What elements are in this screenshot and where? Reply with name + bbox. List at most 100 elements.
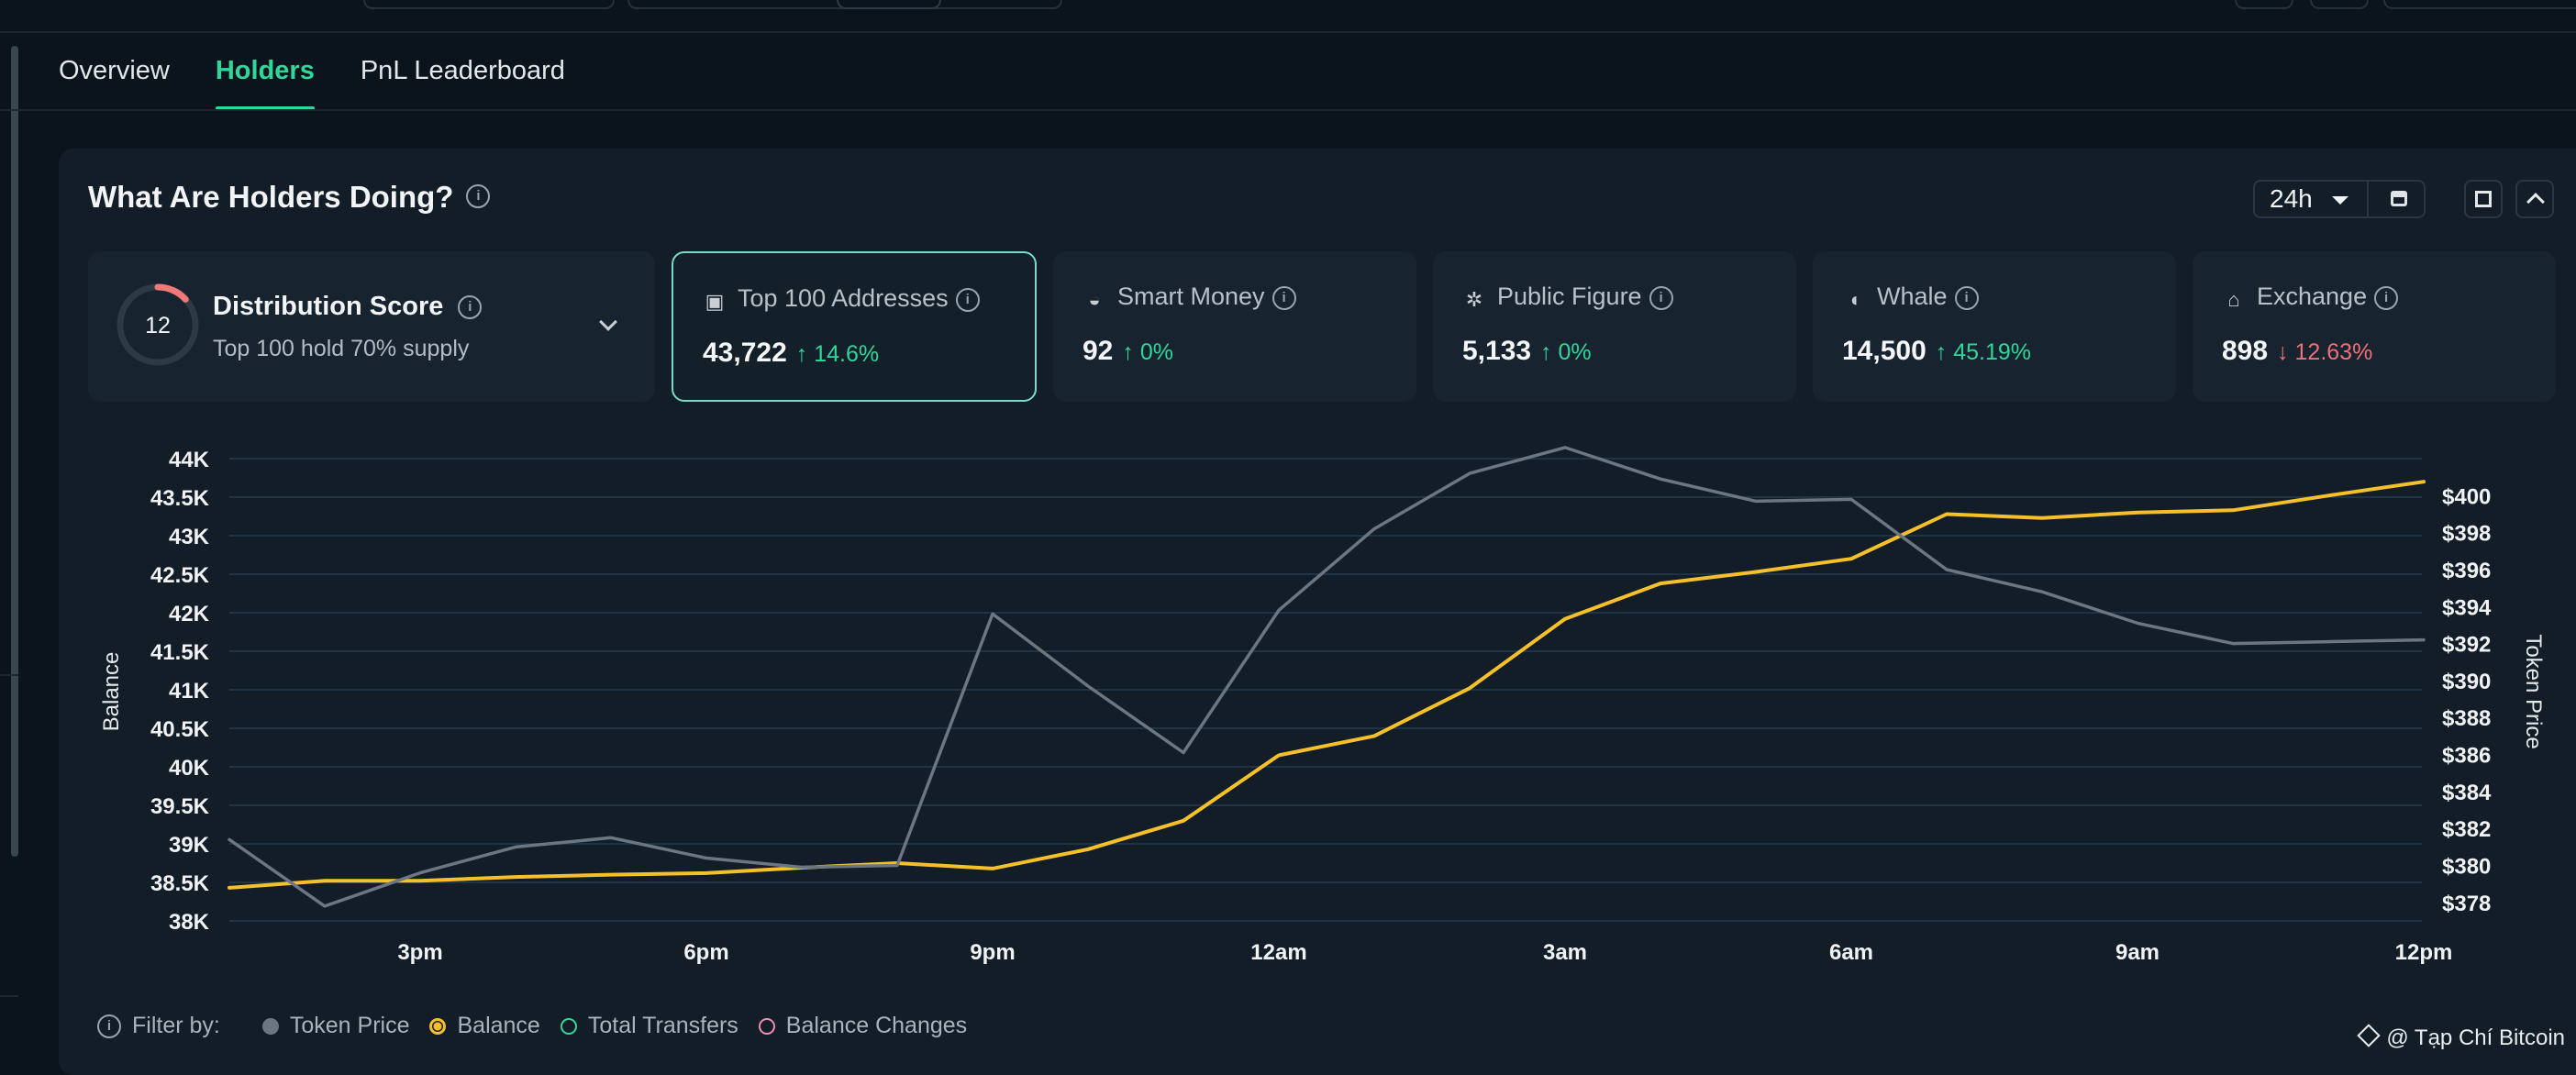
info-icon[interactable]: i [1271, 285, 1296, 310]
token-price-line [228, 446, 2426, 908]
tab-overview[interactable]: Overview [59, 56, 170, 85]
divider [0, 995, 18, 997]
divider [2367, 182, 2369, 216]
card-title-text: Top 100 Addresses [738, 284, 949, 312]
page-scrollbar[interactable] [11, 46, 18, 857]
x-tick-label: 9am [2115, 940, 2160, 965]
card-whale[interactable]: ◖ Whale i 14,500 ↑ 45.19% [1813, 251, 2176, 402]
left-tick-label: 40.5K [150, 717, 210, 742]
distribution-score-value: 12 [145, 313, 171, 338]
legend-total-transfers[interactable]: Total Transfers [560, 1013, 738, 1039]
legend-balance-changes[interactable]: Balance Changes [758, 1013, 968, 1039]
public-figure-icon: ✲ [1465, 288, 1483, 311]
right-tick-label: $382 [2442, 817, 2491, 842]
left-tick-label: 41K [169, 679, 210, 704]
card-change: ↑ 14.6% [795, 341, 880, 367]
info-icon[interactable]: i [955, 287, 980, 312]
left-tick-label: 42.5K [150, 563, 210, 588]
fullscreen-icon [2475, 191, 2485, 201]
legend-balance[interactable]: Balance [429, 1013, 540, 1039]
x-tick-label: 12am [1250, 940, 1306, 965]
right-tick-label: $390 [2442, 670, 2491, 694]
card-value: 92 ↑ 0% [1083, 336, 1173, 367]
card-public-figure[interactable]: ✲ Public Figure i 5,133 ↑ 0% [1433, 251, 1796, 402]
x-tick-label: 3am [1543, 940, 1587, 965]
right-tick-label: $392 [2442, 633, 2491, 658]
left-tick-label: 38.5K [150, 871, 210, 896]
right-tick-label: $398 [2442, 522, 2491, 547]
chart-legend: i Filter by: Token Price Balance Total T… [97, 1013, 967, 1039]
legend-swatch [429, 1017, 447, 1035]
right-axis-ticks: $378 $380 $382 $384 $386 $388 $390 $392 $394 $396… [2442, 484, 2492, 916]
legend-swatch [758, 1017, 775, 1035]
left-tick-label: 38K [169, 910, 210, 935]
card-title-text: Exchange [2257, 283, 2368, 310]
right-axis-label: Token Price [2521, 634, 2546, 748]
x-tick-label: 6pm [683, 940, 728, 965]
chart-lines [228, 446, 2426, 908]
card-value-text: 5,133 [1462, 336, 1532, 366]
legend-label: Total Transfers [587, 1013, 738, 1038]
card-title-text: Smart Money [1117, 283, 1265, 310]
tab-bar: Overview Holders PnL Leaderboard [59, 31, 565, 110]
distribution-subtitle: Top 100 hold 70% supply [213, 336, 470, 361]
fullscreen-button[interactable] [2464, 180, 2503, 218]
card-title: ◒ Smart Money i [1084, 283, 1296, 311]
panel-title-text: What Are Holders Doing? [88, 180, 454, 214]
info-icon[interactable]: i [466, 184, 491, 209]
exchange-icon: ⌂ [2227, 288, 2240, 311]
card-change-value: 0% [1558, 339, 1592, 365]
toolbar-button-edge[interactable] [2383, 0, 2576, 9]
tab-divider [0, 109, 2576, 111]
left-tick-label: 43.5K [150, 486, 210, 511]
caret-down-icon [2332, 196, 2348, 205]
card-top-100-addresses[interactable]: ▣ Top 100 Addresses i 43,722 ↑ 14.6% [672, 251, 1037, 402]
card-change-value: 0% [1139, 339, 1173, 365]
legend-label: Token Price [289, 1013, 410, 1038]
card-value: 898 ↓ 12.63% [2222, 336, 2372, 367]
legend-swatch [261, 1017, 279, 1035]
info-icon[interactable]: i [1954, 285, 1979, 310]
right-tick-label: $378 [2442, 892, 2491, 916]
tab-pnl-leaderboard[interactable]: PnL Leaderboard [360, 56, 565, 85]
info-icon[interactable]: i [2374, 285, 2399, 310]
smart-money-icon: ◒ [1088, 288, 1101, 311]
card-title: ▣ Top 100 Addresses i [705, 284, 980, 313]
info-icon[interactable]: i [1649, 285, 1673, 310]
info-icon[interactable]: i [97, 1014, 121, 1038]
card-change: ↓ 12.63% [2277, 339, 2373, 365]
right-tick-label: $394 [2442, 595, 2492, 620]
calendar-icon[interactable] [2391, 191, 2407, 206]
fullscreen-icon [2482, 197, 2492, 207]
card-value: 43,722 ↑ 14.6% [703, 338, 879, 369]
card-value: 14,500 ↑ 45.19% [1842, 336, 2031, 367]
left-tick-label: 39.5K [150, 794, 210, 819]
legend-token-price[interactable]: Token Price [261, 1013, 410, 1039]
right-tick-label: $384 [2442, 781, 2492, 805]
card-title: ✲ Public Figure i [1464, 283, 1673, 311]
distribution-score-card[interactable]: 12 Distribution Score i Top 100 hold 70% … [88, 251, 655, 402]
left-axis-label: Balance [99, 652, 124, 732]
card-value-text: 898 [2222, 336, 2269, 366]
card-value-text: 92 [1083, 336, 1114, 366]
x-tick-label: 12pm [2395, 940, 2453, 965]
card-title-text: Public Figure [1497, 283, 1642, 310]
distribution-title-text: Distribution Score [213, 292, 444, 321]
left-tick-label: 42K [169, 602, 210, 626]
collapse-button[interactable] [2515, 180, 2554, 218]
card-exchange[interactable]: ⌂ Exchange i 898 ↓ 12.63% [2193, 251, 2556, 402]
right-tick-label: $388 [2442, 706, 2491, 731]
card-title-text: Whale [1877, 283, 1948, 310]
card-smart-money[interactable]: ◒ Smart Money i 92 ↑ 0% [1053, 251, 1416, 402]
fullscreen-icon [2475, 197, 2485, 207]
right-tick-label: $400 [2442, 484, 2491, 509]
legend-label: Balance Changes [785, 1013, 968, 1038]
time-range-select[interactable]: 24h [2253, 180, 2426, 218]
x-tick-label: 3pm [397, 940, 442, 965]
tab-holders[interactable]: Holders [215, 31, 315, 110]
right-tick-label: $380 [2442, 855, 2491, 880]
legend-swatch [560, 1017, 577, 1035]
left-tick-label: 43K [169, 525, 210, 549]
info-icon[interactable]: i [458, 295, 483, 320]
